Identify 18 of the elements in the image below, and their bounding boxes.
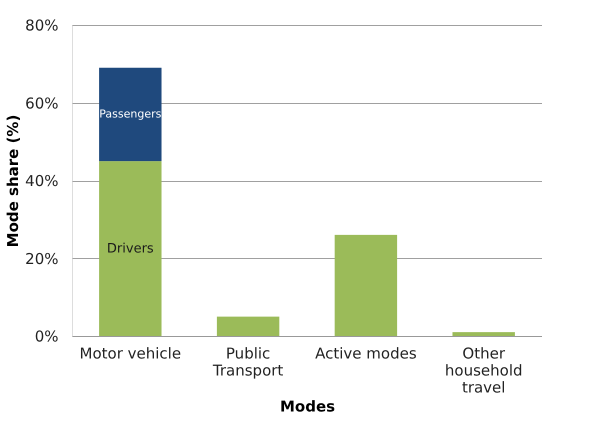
y-axis-title: Mode share (%): [4, 114, 22, 248]
series-label: Drivers: [106, 242, 154, 257]
y-tick-label: 80%: [25, 16, 58, 34]
y-tick-label: 20%: [25, 250, 58, 268]
y-tick-label: 40%: [25, 172, 58, 190]
x-tick-label: Active modes: [315, 344, 417, 362]
x-tick-label: Public Transport: [212, 344, 284, 380]
y-tick-label: 60%: [25, 94, 58, 112]
y-tick-label: 0%: [34, 328, 58, 346]
bar: [334, 234, 398, 336]
x-axis-title: Modes: [280, 398, 336, 416]
bar: [99, 161, 162, 336]
series-label: Passengers: [99, 107, 162, 120]
bar: [99, 68, 162, 162]
x-tick-label: Motor vehicle: [80, 344, 182, 362]
bar: [216, 316, 280, 336]
bar: [452, 332, 515, 336]
x-tick-label: Other household travel: [444, 344, 522, 396]
